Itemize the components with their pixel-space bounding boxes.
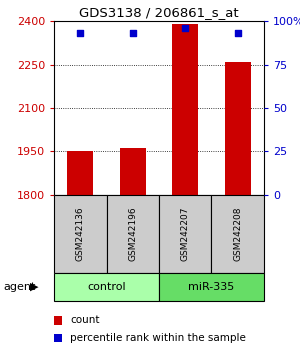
FancyBboxPatch shape [159, 273, 264, 301]
FancyBboxPatch shape [159, 195, 211, 273]
FancyBboxPatch shape [54, 273, 159, 301]
Point [78, 30, 83, 36]
Point [130, 30, 135, 36]
Text: GSM242196: GSM242196 [128, 206, 137, 261]
Bar [120, 148, 146, 195]
Bar [225, 62, 251, 195]
Text: miR-335: miR-335 [188, 282, 235, 292]
FancyBboxPatch shape [54, 195, 106, 273]
Text: GSM242136: GSM242136 [76, 206, 85, 261]
Bar [172, 24, 198, 195]
Bar [67, 151, 93, 195]
Text: control: control [87, 282, 126, 292]
Text: ▶: ▶ [30, 282, 38, 292]
Text: GSM242207: GSM242207 [181, 206, 190, 261]
Text: count: count [70, 315, 100, 325]
Point [235, 30, 240, 36]
Title: GDS3138 / 206861_s_at: GDS3138 / 206861_s_at [79, 6, 239, 19]
Text: percentile rank within the sample: percentile rank within the sample [70, 333, 246, 343]
Point [183, 25, 188, 31]
FancyBboxPatch shape [106, 195, 159, 273]
Text: GSM242208: GSM242208 [233, 206, 242, 261]
Text: agent: agent [3, 282, 35, 292]
FancyBboxPatch shape [212, 195, 264, 273]
